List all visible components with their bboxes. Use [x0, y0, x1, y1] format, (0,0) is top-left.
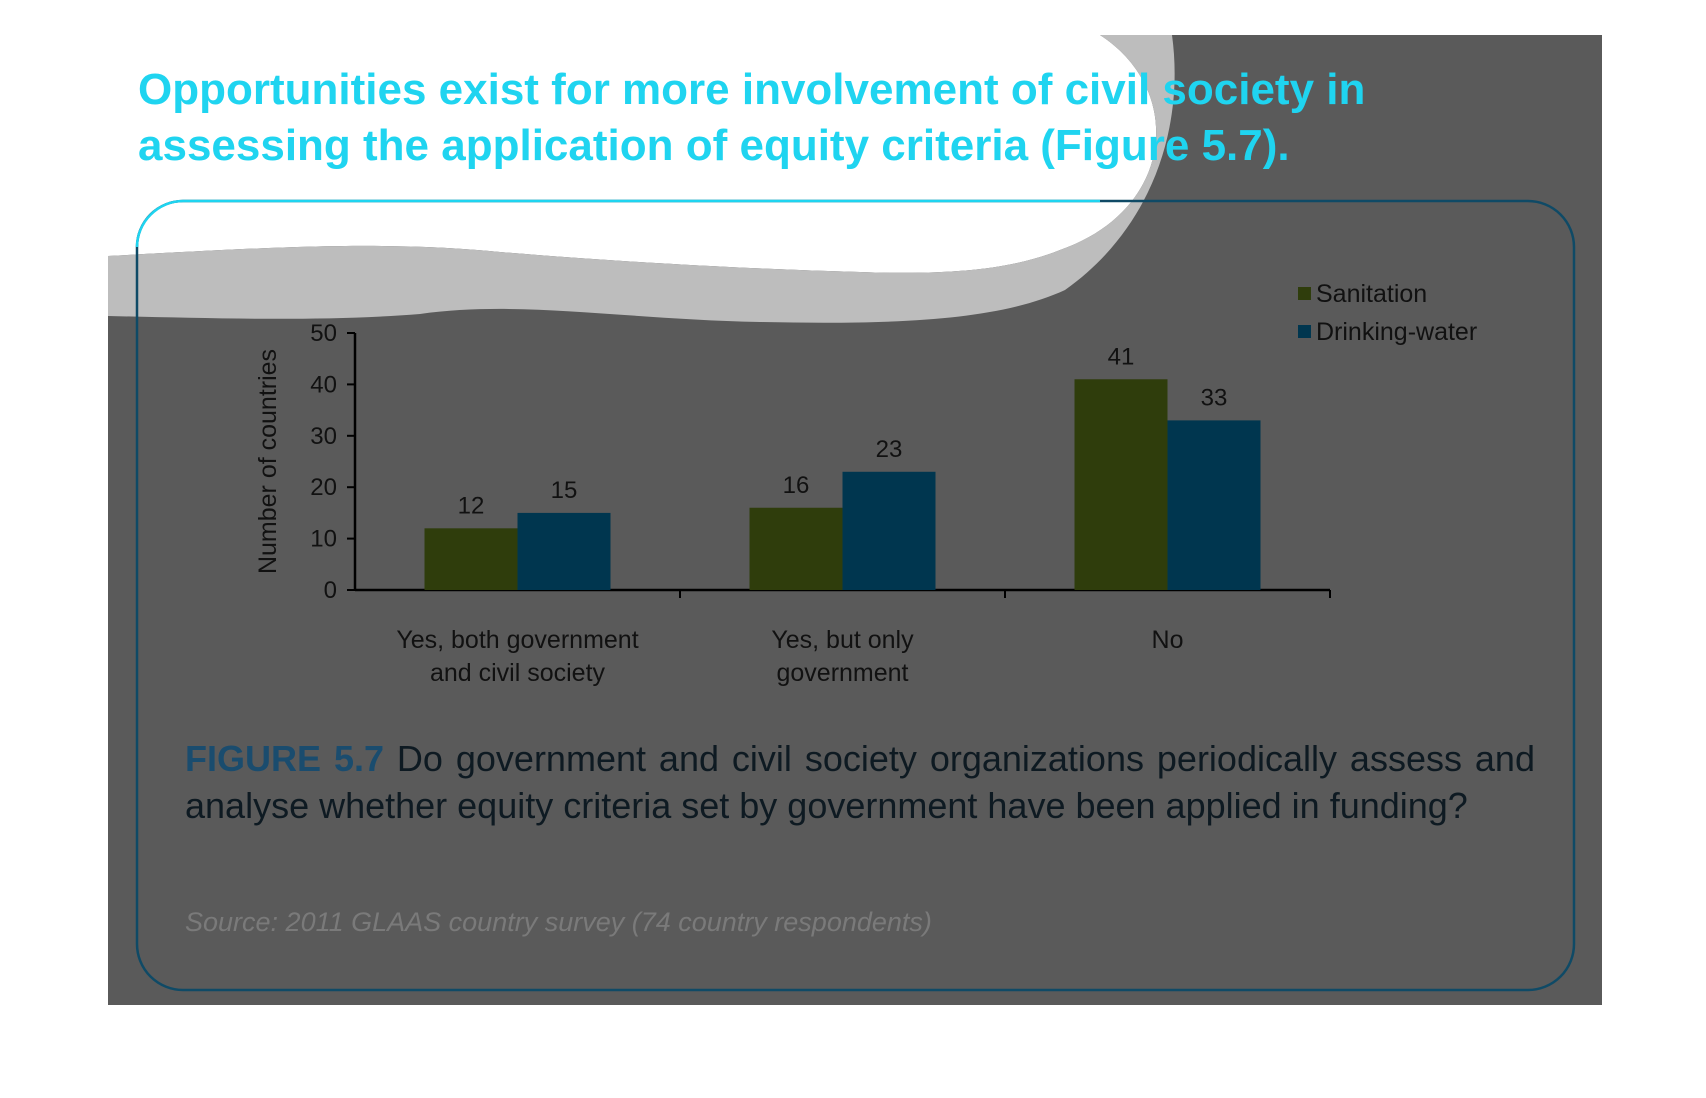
bar-sanitation [749, 507, 843, 590]
y-tick-label: 30 [310, 423, 337, 450]
legend-swatch [1298, 287, 1311, 300]
headline: Opportunities exist for more involvement… [138, 65, 1366, 170]
white-corner-region [108, 35, 1157, 273]
y-tick-label: 10 [310, 526, 337, 553]
figure-label: FIGURE 5.7 [185, 738, 384, 779]
x-category-label: government [776, 659, 908, 687]
data-label: 12 [458, 492, 485, 519]
figure-frame-top-highlight [135, 199, 1100, 248]
x-category-label: and civil society [430, 659, 606, 687]
legend-label: Drinking-water [1316, 318, 1477, 346]
y-axis-title: Number of countries [254, 349, 282, 574]
grey-wave-band [108, 35, 1175, 323]
legend-label: Sanitation [1316, 280, 1427, 308]
x-category-label: Yes, but only [771, 626, 914, 654]
data-label: 41 [1108, 343, 1135, 370]
x-category-label: Yes, both government [396, 626, 638, 654]
figure-caption: FIGURE 5.7 Do government and civil socie… [185, 735, 1535, 829]
y-tick-label: 20 [310, 474, 337, 501]
bar-drinking-water [1167, 420, 1261, 590]
legend-swatch [1298, 325, 1311, 338]
bar-drinking-water [842, 471, 936, 590]
bar-sanitation [1074, 379, 1168, 590]
y-tick-label: 50 [310, 320, 337, 347]
data-label: 16 [783, 472, 810, 499]
data-label: 33 [1201, 384, 1228, 411]
source-note: Source: 2011 GLAAS country survey (74 co… [185, 907, 932, 937]
bar-sanitation [424, 528, 518, 590]
x-category-label: No [1152, 626, 1184, 654]
data-label: 15 [551, 477, 578, 504]
bar-drinking-water [517, 512, 611, 590]
figure-question: Do government and civil society organiza… [185, 738, 1535, 826]
y-tick-label: 40 [310, 371, 337, 398]
y-tick-label: 0 [324, 577, 337, 604]
data-label: 23 [876, 436, 903, 463]
